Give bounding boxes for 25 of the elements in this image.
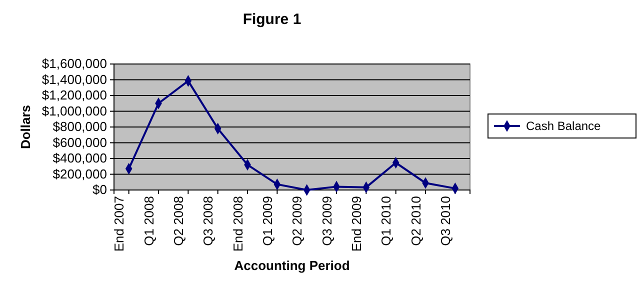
x-tick-label: Q2 2009 bbox=[290, 196, 305, 246]
y-tick-label: $800,000 bbox=[52, 119, 107, 134]
y-tick-label: $200,000 bbox=[52, 166, 107, 182]
y-tick-label: $0 bbox=[92, 182, 107, 198]
x-axis-title: Accounting Period bbox=[234, 258, 350, 273]
x-tick-label: Q1 2008 bbox=[141, 196, 156, 246]
y-tick-label: $1,000,000 bbox=[42, 103, 107, 118]
y-tick-label: $1,600,000 bbox=[42, 56, 107, 72]
x-tick-label: Q3 2010 bbox=[438, 196, 453, 246]
y-tick-label: $1,400,000 bbox=[42, 72, 107, 87]
y-tick-label: $600,000 bbox=[52, 134, 107, 150]
x-tick-label: Q2 2008 bbox=[170, 196, 186, 246]
x-tick-label: Q1 2010 bbox=[378, 196, 394, 246]
x-tick-label: Q3 2009 bbox=[319, 196, 334, 246]
legend-label: Cash Balance bbox=[526, 119, 602, 133]
x-tick-label: Q2 2010 bbox=[408, 196, 424, 246]
chart-title: Figure 1 bbox=[242, 11, 302, 28]
x-tick-label: Q3 2008 bbox=[200, 196, 216, 246]
y-tick-label: $400,000 bbox=[52, 150, 107, 166]
y-tick-label: $1,200,000 bbox=[42, 88, 107, 103]
x-tick-label: End 2007 bbox=[112, 196, 127, 252]
x-tick-label: Q1 2009 bbox=[260, 196, 275, 246]
y-axis-title: Dollars bbox=[18, 104, 33, 150]
x-tick-label: End 2009 bbox=[348, 196, 364, 252]
x-tick-label: End 2008 bbox=[230, 196, 246, 252]
